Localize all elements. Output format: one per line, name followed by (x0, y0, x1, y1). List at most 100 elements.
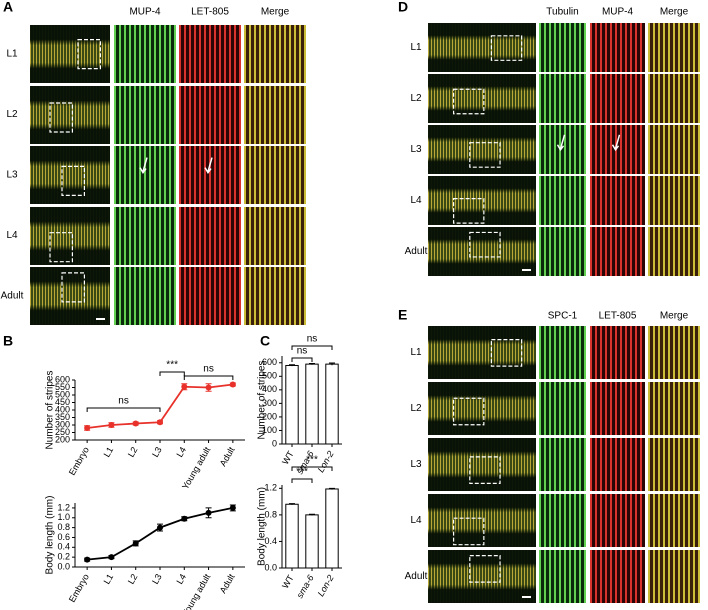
x-tick-label: L4 (174, 445, 188, 459)
y-tick-label: 0.2 (57, 552, 70, 562)
micrograph (590, 176, 645, 225)
micrograph (179, 146, 241, 204)
row-label: L3 (410, 144, 422, 155)
row-label: L2 (410, 403, 422, 414)
y-tick-label: 1.2 (57, 502, 70, 512)
micrograph (539, 438, 586, 491)
data-point (229, 504, 236, 511)
y-tick-label: 0.6 (57, 532, 70, 542)
x-tick-label: L2 (126, 445, 140, 459)
bar (325, 363, 339, 445)
x-tick-label: L3 (150, 572, 164, 586)
micrograph (539, 23, 586, 72)
micrograph (179, 25, 241, 83)
micrograph-overview (428, 23, 536, 72)
micrograph (114, 146, 176, 204)
panel-label: C (260, 333, 270, 349)
micrograph (590, 227, 645, 276)
significance-label: *** (296, 467, 308, 478)
significance-bracket (291, 466, 333, 471)
row-label: L4 (6, 230, 18, 241)
bar (325, 488, 339, 569)
micrograph-overview (428, 382, 536, 435)
row-label: Adult (405, 246, 428, 257)
roi-box (453, 397, 485, 426)
micrograph (539, 382, 586, 435)
y-axis-label: Number of stripes (45, 371, 56, 450)
x-tick-label: L2 (126, 572, 140, 586)
arrow (614, 134, 621, 150)
micrograph-overview (428, 326, 536, 379)
row-label: L3 (6, 170, 18, 181)
micrograph (179, 267, 241, 325)
panel-label: B (3, 333, 13, 349)
micrograph (179, 206, 241, 265)
y-tick-label: 400 (262, 384, 277, 394)
error-bar (309, 513, 315, 516)
micrograph-overview (30, 146, 110, 204)
micrograph-overview (428, 227, 536, 276)
micrograph (590, 550, 645, 603)
significance-label: ns (118, 396, 129, 407)
micrograph-overview (428, 550, 536, 603)
arrow-head (611, 144, 620, 152)
column-header: Merge (261, 7, 290, 18)
micrograph (539, 494, 586, 547)
micrograph-overview (428, 438, 536, 491)
micrograph-overview (30, 25, 110, 83)
row-label: Adult (405, 571, 428, 582)
arrow-head (204, 167, 212, 174)
micrograph (114, 206, 176, 265)
micrograph (590, 438, 645, 491)
roi-box (490, 339, 523, 367)
bar (305, 514, 319, 569)
x-tick-label: WT (280, 449, 296, 467)
row-label: L1 (410, 42, 422, 53)
bar (305, 363, 319, 445)
roi-box (453, 198, 485, 224)
x-tick-label: Lon-2 (316, 449, 336, 474)
micrograph (539, 227, 586, 276)
roi-box (469, 456, 501, 484)
micrograph (590, 23, 645, 72)
significance-label: ns (297, 346, 308, 357)
micrograph (539, 326, 586, 379)
micrograph (648, 326, 700, 379)
error-bar (329, 487, 335, 490)
error-bar (309, 362, 315, 365)
micrograph (648, 125, 700, 174)
column-header: LET-805 (599, 311, 637, 322)
panel-label: A (3, 0, 13, 15)
micrograph (590, 326, 645, 379)
micrograph (648, 494, 700, 547)
significance-bracket (183, 375, 234, 380)
micrograph (648, 382, 700, 435)
data-point (132, 420, 139, 427)
y-tick-label: 600 (262, 357, 277, 367)
micrograph-overview (30, 267, 110, 325)
y-tick-label: 0.8 (57, 522, 70, 532)
data-point (229, 381, 236, 388)
arrow-head (139, 167, 147, 174)
row-label: L2 (410, 93, 422, 104)
data-point (84, 425, 91, 431)
data-point (132, 540, 139, 547)
y-tick-label: 350 (55, 412, 70, 422)
data-point (157, 524, 163, 531)
micrograph (244, 267, 306, 325)
significance-bracket (291, 357, 313, 362)
y-tick-label: 300 (55, 419, 70, 429)
roi-box (490, 35, 523, 61)
data-point (205, 509, 212, 516)
roi-box (469, 555, 501, 583)
arrow (559, 134, 566, 150)
data-line (87, 507, 234, 561)
row-label: Adult (1, 291, 24, 302)
x-tick-label: Lon-2 (316, 573, 336, 598)
x-tick-label: Embryo (67, 572, 91, 604)
micrograph (590, 494, 645, 547)
x-tick-label: WT (280, 573, 296, 591)
data-point (108, 422, 115, 428)
micrograph-overview (428, 494, 536, 547)
